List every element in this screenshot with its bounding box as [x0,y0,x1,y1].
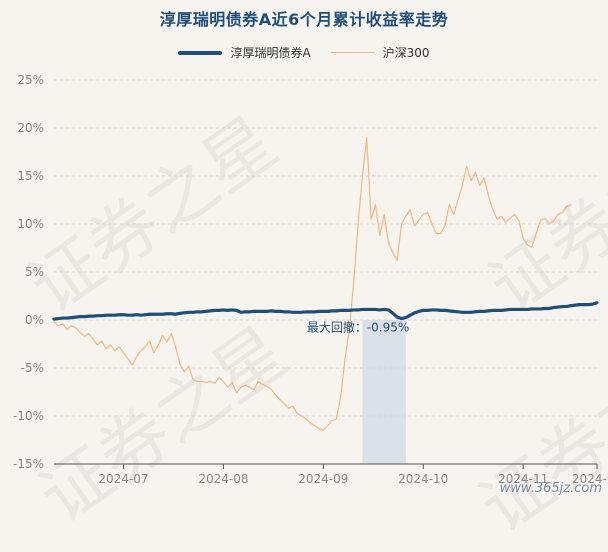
y-tick-label: -5% [21,361,44,375]
drawdown-highlight [362,320,406,464]
y-tick-label: 25% [17,73,44,87]
legend-item-fund[interactable]: 淳厚瑞明债券A [178,44,311,61]
x-tick-label: 2024-08 [198,472,248,486]
chart-area: 25% 20% 15% 10% 5% 0% -5% -10% -15% 2024-07 2024-0… [13,73,608,486]
x-tick-label: 2024-09 [298,472,348,486]
chart-title: 淳厚瑞明债券A近6个月累计收益率走势 [159,10,449,29]
y-tick-label: -15% [13,457,44,471]
x-tick-label: 2024-12 [572,472,608,486]
legend-label-fund: 淳厚瑞明债券A [230,46,311,60]
y-tick-label: 15% [17,169,44,183]
drawdown-annotation: 最大回撤：-0.95% [307,320,409,335]
legend-swatch-fund [178,50,223,55]
series-line-index [53,137,572,431]
y-tick-label: 10% [17,217,44,231]
x-tick-label: 2024-07 [98,472,148,486]
y-tick-label: -10% [13,409,44,423]
y-tick-label: 0% [25,313,44,327]
legend-swatch-index [330,52,375,53]
x-tick-label: 2024-10 [398,472,448,486]
y-tick-label: 5% [25,265,44,279]
legend-item-index[interactable]: 沪深300 [330,44,430,61]
series-line-fund [52,301,599,321]
legend-label-index: 沪深300 [382,46,430,60]
y-tick-label: 20% [17,121,44,135]
site-watermark: www.365jz.com [499,481,602,496]
x-tick-label: 2024-11 [498,472,548,486]
chart-legend: 淳厚瑞明债券A 沪深300 [0,44,608,61]
